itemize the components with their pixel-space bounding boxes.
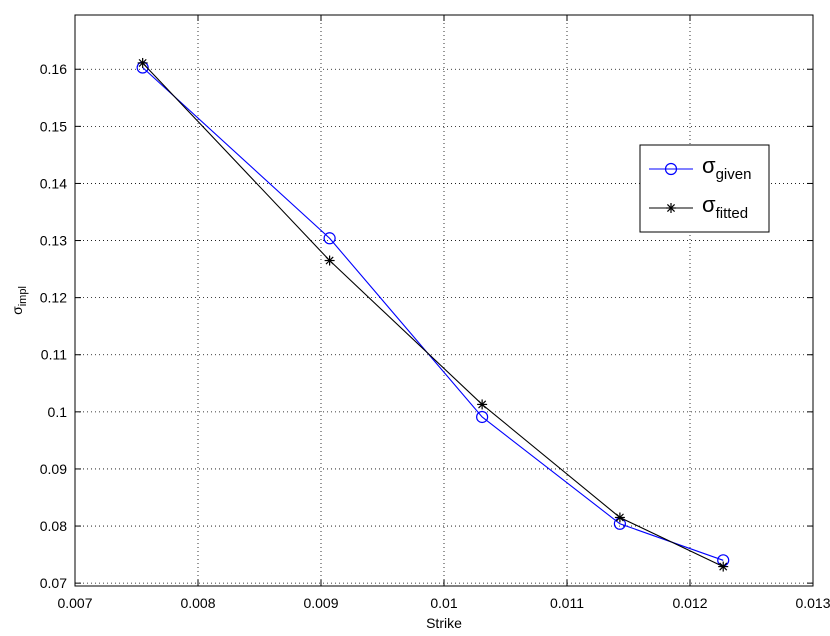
legend-marker-given <box>664 162 678 176</box>
y-axis-title-sub: impl <box>17 286 29 306</box>
data-point-fitted <box>324 255 335 266</box>
legend-label-fitted-base: σ <box>702 192 716 217</box>
y-tick-label: 0.15 <box>40 118 67 134</box>
x-tick-label: 0.009 <box>303 595 338 611</box>
data-point-fitted <box>137 57 148 68</box>
star-stroke <box>478 400 487 409</box>
legend-item-fitted: σfitted <box>649 192 748 222</box>
x-tick-label: 0.007 <box>57 595 92 611</box>
y-tick-label: 0.16 <box>40 61 67 77</box>
star-stroke <box>719 562 728 571</box>
legend-item-given: σgiven <box>649 153 751 183</box>
star-stroke <box>325 256 334 265</box>
data-point-given <box>476 410 489 424</box>
legend-label-fitted-sub: fitted <box>716 205 749 222</box>
legend-label-fitted: σfitted <box>702 192 748 222</box>
legend-marker-symbol <box>666 203 676 213</box>
legend: σgiven σfitted <box>639 144 770 233</box>
y-tick-label: 0.14 <box>40 175 67 191</box>
legend-marker-fitted <box>666 203 676 213</box>
y-tick-label: 0.1 <box>48 404 68 420</box>
data-point-given <box>323 232 336 245</box>
star-stroke <box>138 58 147 67</box>
x-tick-label: 0.01 <box>430 595 457 611</box>
x-tick-label: 0.012 <box>672 595 707 611</box>
series-group <box>136 57 730 572</box>
x-tick-label: 0.013 <box>795 595 830 611</box>
data-point-fitted <box>477 399 488 410</box>
legend-label-given: σgiven <box>702 153 751 183</box>
y-tick-label: 0.09 <box>40 461 67 477</box>
y-tick-label: 0.12 <box>40 290 67 306</box>
legend-marker-symbol <box>664 162 678 176</box>
legend-label-given-sub: given <box>716 166 752 183</box>
y-axis-title-base: σ <box>9 306 25 315</box>
data-point-fitted <box>718 561 729 572</box>
y-tick-label: 0.07 <box>40 575 67 591</box>
legend-box <box>639 144 770 233</box>
x-axis-title: Strike <box>426 615 462 631</box>
data-point-fitted <box>614 512 625 523</box>
y-axis-title: σimpl <box>9 286 29 315</box>
y-tick-label: 0.08 <box>40 518 67 534</box>
legend-label-given-base: σ <box>702 153 716 178</box>
series-line-given <box>142 67 724 561</box>
star-stroke <box>615 513 624 522</box>
y-tick-label: 0.11 <box>41 347 67 363</box>
y-tick-label: 0.13 <box>40 233 67 249</box>
x-tick-label: 0.011 <box>550 595 584 611</box>
star-stroke <box>666 203 676 213</box>
x-tick-label: 0.008 <box>180 595 215 611</box>
axis-ticks: 0.007 0.008 0.009 0.01 0.011 0.012 0.013 0.07 0.… <box>40 15 830 611</box>
